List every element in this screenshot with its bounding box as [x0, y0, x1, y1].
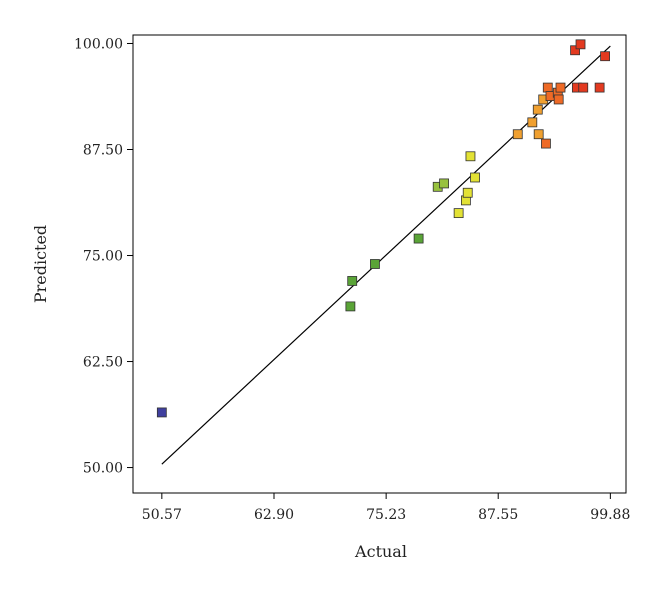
data-point	[465, 151, 476, 162]
data-point	[575, 39, 586, 50]
data-point	[413, 233, 424, 244]
x-tick-label: 62.90	[254, 507, 294, 523]
data-point	[541, 138, 551, 149]
data-point	[533, 129, 544, 140]
x-axis: 50.57 62.90 75.23 87.55 99.88	[142, 493, 630, 523]
data-point	[542, 82, 553, 93]
data-point	[532, 104, 543, 115]
y-axis-title: Predicted	[31, 225, 50, 303]
data-point	[470, 172, 480, 183]
y-tick-label: 62.50	[83, 355, 123, 371]
data-point	[512, 129, 523, 140]
data-point	[600, 51, 610, 62]
y-tick-label: 87.50	[83, 143, 123, 159]
fit-line	[161, 45, 611, 465]
y-axis: 50.00 62.50 75.00 87.50 100.00	[74, 36, 133, 477]
data-point	[347, 276, 358, 286]
points-layer	[156, 39, 610, 418]
x-tick-label: 99.88	[590, 507, 630, 523]
x-tick-label: 87.55	[478, 507, 518, 523]
data-point	[527, 117, 538, 128]
data-point	[439, 178, 449, 189]
y-tick-label: 75.00	[83, 249, 123, 265]
data-point	[156, 407, 167, 418]
plot-frame	[132, 34, 627, 494]
data-point	[553, 94, 564, 105]
data-point	[370, 259, 380, 269]
data-point	[462, 187, 473, 198]
x-tick-label: 50.57	[142, 507, 182, 523]
data-point	[555, 82, 566, 93]
y-tick-label: 50.00	[83, 461, 123, 477]
data-point	[453, 208, 464, 219]
y-tick-label: 100.00	[74, 36, 123, 52]
data-point	[345, 301, 356, 312]
fit-line-layer	[161, 45, 611, 465]
x-axis-title: Actual	[354, 542, 407, 561]
x-tick-label: 75.23	[366, 507, 406, 523]
data-point	[578, 82, 589, 93]
data-point	[594, 82, 605, 93]
data-point	[570, 45, 580, 56]
